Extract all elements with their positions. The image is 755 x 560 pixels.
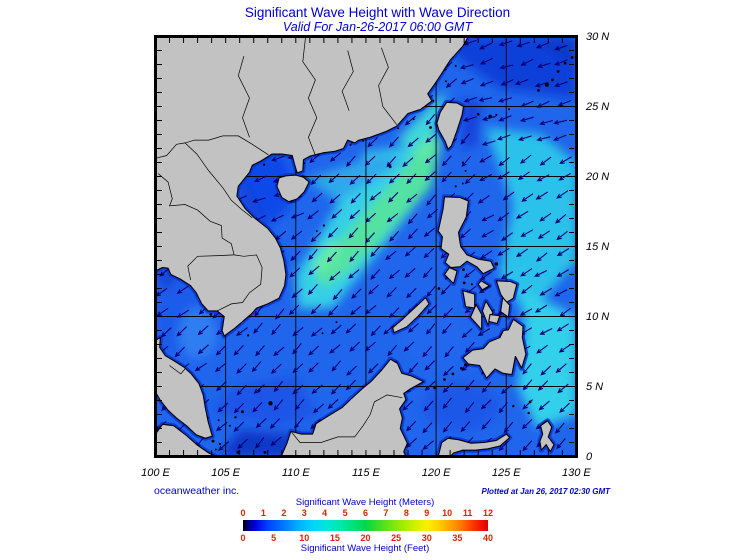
plotted-timestamp: Plotted at Jan 26, 2017 02:30 GMT xyxy=(481,487,611,496)
lon-label: 120 E xyxy=(421,467,451,479)
colorbar-feet-tick: 25 xyxy=(391,533,402,543)
lon-label: 105 E xyxy=(211,467,241,479)
colorbar-meters-tick: 4 xyxy=(322,508,328,518)
lat-label: 0 xyxy=(586,451,593,463)
colorbar-feet-tick: 20 xyxy=(360,533,371,543)
colorbar-feet-tick: 15 xyxy=(329,533,340,543)
colorbar-feet-tick: 30 xyxy=(421,533,432,543)
lon-label: 130 E xyxy=(562,467,591,479)
colorbar-meters-tick: 12 xyxy=(482,508,493,518)
colorbar-meters-tick: 5 xyxy=(342,508,348,518)
colorbar-meters-tick: 2 xyxy=(281,508,287,518)
colorbar-meters-tick: 11 xyxy=(462,508,473,518)
credit-text: oceanweather inc. xyxy=(154,485,240,497)
lat-label: 25 N xyxy=(586,101,610,113)
lon-label: 115 E xyxy=(351,467,380,479)
colorbar-feet-tick: 35 xyxy=(452,533,463,543)
page-title: Significant Wave Height with Wave Direct… xyxy=(244,5,511,20)
colorbar-meters-tick: 7 xyxy=(383,508,389,518)
colorbar-meters-tick: 8 xyxy=(403,508,409,518)
colorbar-meters-tick: 3 xyxy=(301,508,307,518)
valid-time-subtitle: Valid For Jan-26-2017 06:00 GMT xyxy=(282,20,473,34)
colorbar-feet-tick: 5 xyxy=(271,533,277,543)
colorbar-feet-tick: 40 xyxy=(482,533,493,543)
lat-label: 15 N xyxy=(586,241,610,253)
lon-label: 125 E xyxy=(491,467,521,479)
lon-label: 110 E xyxy=(281,467,310,479)
colorbar-meters-tick: 0 xyxy=(240,508,246,518)
lat-label: 5 N xyxy=(586,381,604,393)
colorbar-meters-tick: 6 xyxy=(362,508,368,518)
colorbar-gradient xyxy=(243,520,488,531)
lat-label: 10 N xyxy=(586,311,610,323)
lat-label: 20 N xyxy=(586,171,610,183)
map-container xyxy=(153,34,578,459)
colorbar-meters-tick: 1 xyxy=(260,508,266,518)
colorbar-feet-tick: 10 xyxy=(299,533,310,543)
colorbar-title-feet: Significant Wave Height (Feet) xyxy=(300,543,430,554)
colorbar-title-meters: Significant Wave Height (Meters) xyxy=(295,497,435,508)
colorbar-meters-tick: 9 xyxy=(424,508,430,518)
lat-label: 30 N xyxy=(586,31,610,43)
lon-label: 100 E xyxy=(141,467,170,479)
wave-height-map xyxy=(153,34,578,459)
colorbar-feet-tick: 0 xyxy=(240,533,246,543)
colorbar-meters-tick: 10 xyxy=(442,508,453,518)
